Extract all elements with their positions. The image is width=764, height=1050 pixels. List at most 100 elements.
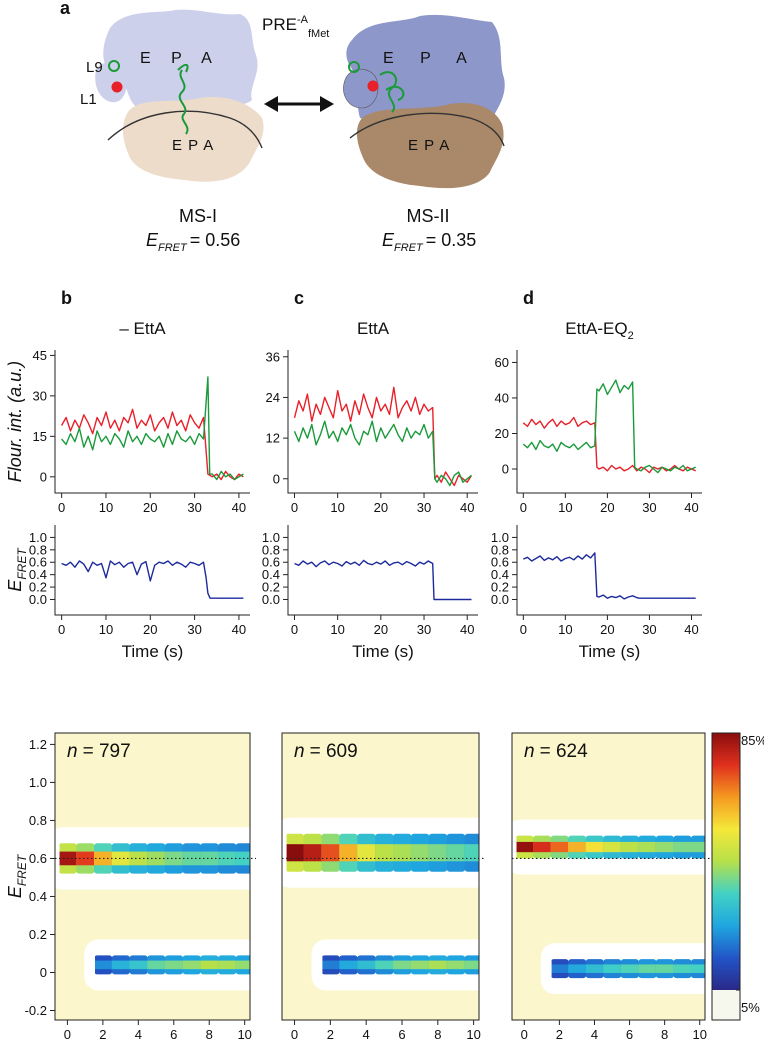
panel-title-main: – EttA	[119, 319, 166, 338]
x-tick-label: 4	[135, 1027, 142, 1042]
density-core	[446, 960, 466, 970]
band-cap	[85, 955, 95, 975]
x-tick-label: 40	[460, 500, 474, 515]
density-core	[129, 851, 148, 866]
x-tick-label: 0	[291, 1027, 298, 1042]
axis-line	[54, 350, 250, 494]
density-core	[76, 851, 95, 866]
state-efret: EFRET = 0.35	[382, 230, 476, 254]
mrna	[349, 112, 505, 147]
x-tick-label: 8	[434, 1027, 441, 1042]
axis-line	[287, 350, 478, 494]
y-axis-label-main: E	[5, 579, 25, 592]
x-tick-label: 0	[291, 500, 298, 515]
x-tick-label: 4	[363, 1027, 370, 1042]
x-tick-label: 30	[417, 500, 431, 515]
trace	[522, 416, 696, 474]
y-tick-label: 1.2	[29, 737, 47, 752]
x-tick-label: 30	[417, 622, 431, 637]
density-core	[638, 964, 657, 973]
site-labels: E P A	[408, 137, 449, 154]
density-core	[533, 841, 552, 853]
density-core	[585, 964, 604, 973]
y-tick-label: 0.6	[491, 555, 509, 570]
site-labels: E P A	[140, 50, 212, 67]
x-tick-label: 40	[232, 500, 246, 515]
x-tick-label: 6	[170, 1027, 177, 1042]
colorbar-frame	[711, 732, 741, 1021]
panel-label: b	[61, 288, 72, 308]
y-tick-label: 24	[266, 390, 280, 405]
arrow-heads	[264, 96, 334, 112]
y-tick-label: 0.4	[262, 567, 280, 582]
x-tick-label: 2	[556, 1027, 563, 1042]
y-tick-label: 0.8	[491, 542, 509, 557]
y-tick-label: 60	[495, 355, 509, 370]
y-tick-label: 0	[502, 462, 509, 477]
site-labels: E P A	[172, 137, 213, 154]
x-tick-label: 6	[626, 1027, 633, 1042]
band-cap	[512, 835, 517, 859]
density-core	[638, 841, 657, 853]
l9-label: L9	[86, 59, 103, 76]
n-symbol: n	[524, 741, 535, 762]
x-axis-label: Time (s)	[352, 642, 414, 661]
density-core	[428, 844, 448, 862]
y-tick-label: 0	[40, 469, 47, 484]
plot-frame	[54, 732, 251, 1021]
density-core	[200, 851, 219, 866]
trace	[61, 376, 244, 481]
density-core	[375, 844, 394, 862]
y-tick-label: 40	[495, 390, 509, 405]
density-core	[111, 960, 130, 970]
density-core	[410, 844, 430, 862]
y-tick-label: 0.2	[491, 580, 509, 595]
density-core	[164, 851, 184, 866]
x-tick-label: 40	[232, 622, 246, 637]
density-core	[585, 841, 604, 853]
band-cap	[312, 955, 323, 975]
x-tick-label: 20	[143, 500, 157, 515]
trace	[60, 408, 244, 481]
y-tick-label: 0.8	[29, 542, 47, 557]
y-axis-label-sub: FRET	[15, 853, 29, 886]
density-core	[603, 841, 622, 853]
n-annotation: n = 797	[67, 741, 131, 762]
x-tick-label: 10	[558, 500, 572, 515]
small-subunit	[356, 102, 504, 189]
trace	[293, 386, 473, 487]
n-annotation: n = 609	[294, 741, 358, 762]
density-core	[235, 851, 250, 866]
density-core	[147, 960, 166, 970]
x-tick-label: 30	[642, 622, 656, 637]
density-core	[550, 964, 569, 973]
panel-label: a	[60, 0, 71, 18]
density-core	[446, 844, 466, 862]
y-tick-label: 30	[33, 388, 47, 403]
density-core	[620, 841, 639, 853]
x-axis-label: Time (s)	[122, 1047, 184, 1050]
y-tick-label: 12	[266, 431, 280, 446]
trace	[293, 420, 472, 487]
x-tick-label: 10	[693, 1027, 707, 1042]
y-tick-label: 0.8	[262, 542, 280, 557]
y-tick-label: 0.2	[29, 580, 47, 595]
density-core	[285, 844, 304, 862]
x-tick-label: 2	[99, 1027, 106, 1042]
density-core	[673, 841, 692, 853]
y-tick-label: 0.0	[29, 592, 47, 607]
x-tick-label: 2	[327, 1027, 334, 1042]
y-tick-label: 0.6	[262, 555, 280, 570]
x-tick-label: 20	[374, 622, 388, 637]
l1-label: L1	[80, 91, 97, 108]
panel-label: c	[294, 288, 304, 308]
x-tick-label: 8	[661, 1027, 668, 1042]
density-core	[164, 960, 184, 970]
y-axis-label: Flour. int. (a.u.)	[5, 361, 25, 482]
density-core	[550, 841, 569, 853]
y-tick-label: 0.4	[29, 567, 47, 582]
n-value: = 797	[83, 741, 131, 762]
density-core	[321, 960, 340, 970]
y-tick-label: 0.4	[491, 567, 509, 582]
x-tick-label: 0	[520, 500, 527, 515]
